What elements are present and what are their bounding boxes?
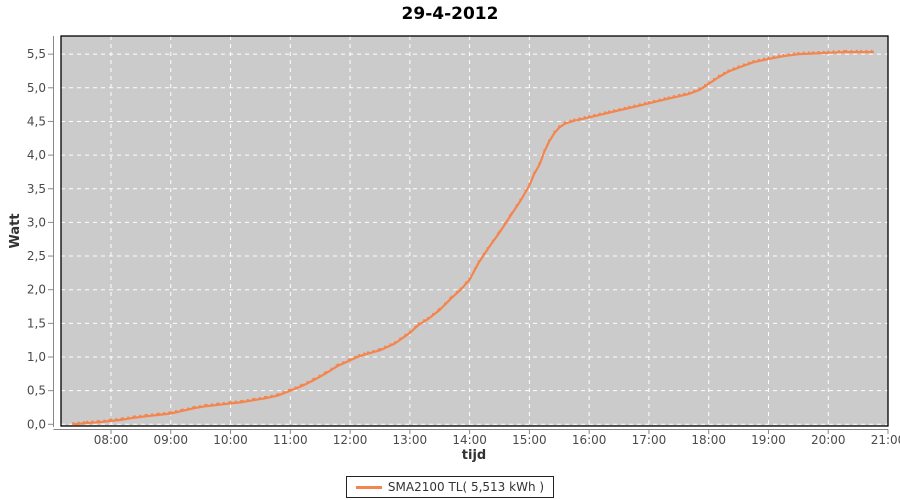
x-tick-label: 08:00 [94,433,129,447]
y-tick-label: 5,5 [27,47,46,61]
x-tick-label: 21:00 [871,433,900,447]
y-tick-label: 5,0 [27,81,46,95]
x-tick-label: 19:00 [751,433,786,447]
legend-box: SMA2100 TL( 5,513 kWh ) [345,476,555,498]
x-tick-label: 16:00 [572,433,607,447]
x-tick-label: 18:00 [691,433,726,447]
y-tick-label: 1,0 [27,350,46,364]
plot-border [60,35,889,427]
x-tick-label: 12:00 [333,433,368,447]
y-tick-label: 1,5 [27,316,46,330]
y-tick-label: 4,0 [27,148,46,162]
x-tick-label: 17:00 [632,433,667,447]
x-axis-title: tijd [461,448,487,463]
chart-title: 29-4-2012 [401,4,499,24]
y-tick-label: 3,5 [27,182,46,196]
x-tick-label: 10:00 [213,433,248,447]
legend-label: SMA2100 TL( 5,513 kWh ) [387,480,545,494]
y-tick-label: 0,5 [27,384,46,398]
y-tick-label: 3,0 [27,215,46,229]
x-tick-label: 09:00 [153,433,188,447]
y-tick-label: 2,5 [27,249,46,263]
x-tick-label: 20:00 [811,433,846,447]
x-tick-label: 14:00 [452,433,487,447]
series-markers [72,49,873,425]
x-tick-label: 13:00 [393,433,428,447]
x-tick-label: 11:00 [273,433,308,447]
legend-line-swatch [355,485,382,489]
y-tick-label: 2,0 [27,283,46,297]
plot-background [61,36,888,426]
plot-area: 0,0 0,5 1,0 1,5 2,0 2,5 3,0 3,5 4,0 4,5 5,0 5,5 08:0… [27,35,900,447]
legend: SMA2100 TL( 5,513 kWh ) [0,476,900,498]
x-tick-label: 15:00 [512,433,547,447]
y-tick-label: 4,5 [27,114,46,128]
y-tick-label: 0,0 [27,417,46,431]
